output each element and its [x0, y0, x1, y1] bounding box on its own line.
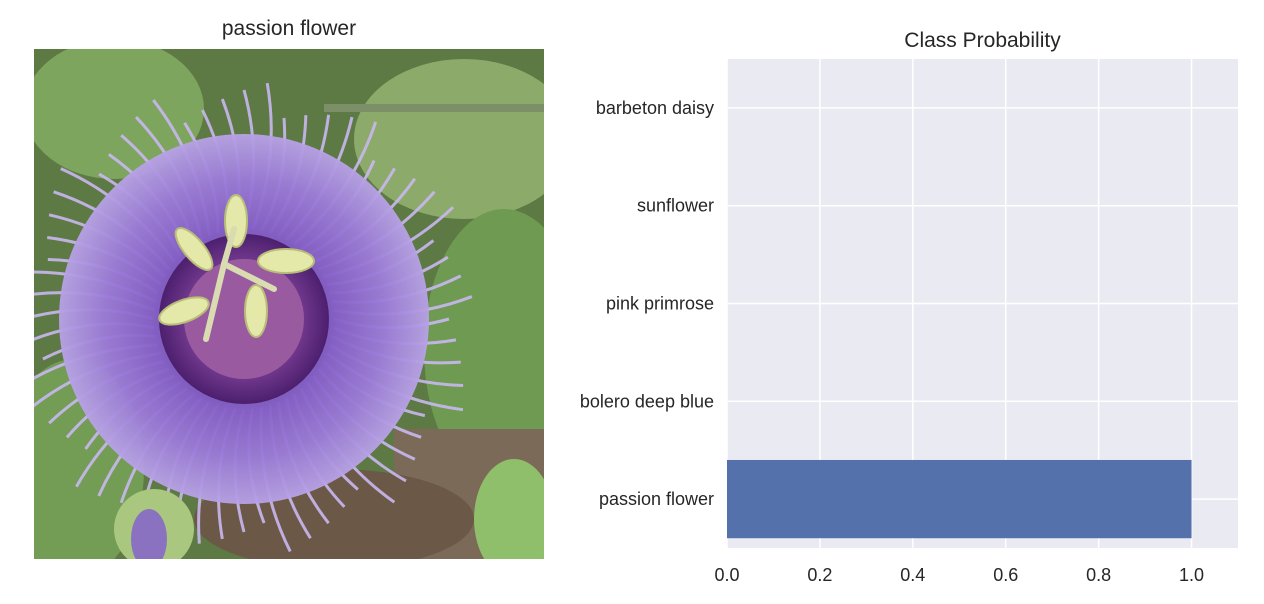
y-tick-label: barbeton daisy: [596, 98, 714, 118]
image-title: passion flower: [221, 17, 357, 40]
bar-passion-flower: [727, 459, 1192, 539]
y-tick-label: sunflower: [637, 196, 714, 216]
x-tick-label: 0.4: [900, 565, 925, 585]
y-tick-label: bolero deep blue: [580, 391, 714, 411]
x-tick-label: 0.2: [807, 565, 832, 585]
chart-title: Class Probability: [904, 29, 1061, 52]
y-tick-label: pink primrose: [606, 294, 714, 314]
x-tick-label: 1.0: [1179, 565, 1204, 585]
flower-photo: [34, 49, 544, 559]
y-tick-label: passion flower: [599, 489, 714, 509]
x-tick-label: 0.6: [993, 565, 1018, 585]
x-tick-label: 0.0: [714, 565, 739, 585]
x-tick-label: 0.8: [1086, 565, 1111, 585]
